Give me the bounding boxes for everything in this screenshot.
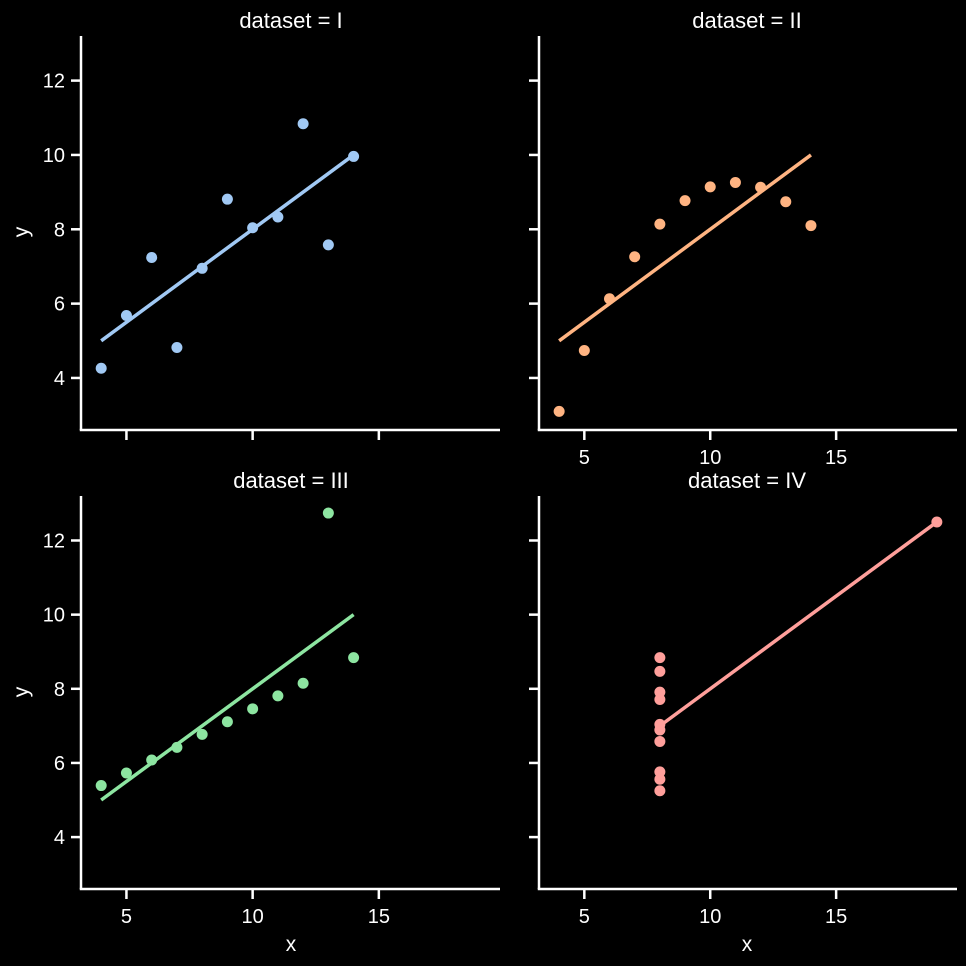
data-point	[654, 686, 666, 698]
y-axis-label: y	[10, 686, 33, 697]
x-tick-label: 5	[121, 906, 132, 928]
data-point	[931, 516, 943, 528]
panel-dataset-i: dataset = I y 4 6 8 10 12	[10, 8, 500, 440]
data-point	[553, 405, 565, 417]
regression-line	[100, 613, 355, 802]
y-tick-label: 6	[54, 294, 65, 316]
data-point	[604, 293, 616, 305]
data-point	[171, 341, 183, 353]
data-point	[755, 181, 767, 193]
x-tick-label: 15	[825, 906, 847, 928]
y-tick-label: 6	[54, 753, 65, 775]
data-point	[120, 767, 132, 779]
data-point	[146, 252, 158, 264]
data-point	[120, 310, 132, 322]
y-tick-label: 12	[43, 71, 65, 93]
data-point	[196, 262, 208, 274]
panel-dataset-iv: dataset = IV x 5 10 15	[529, 468, 957, 956]
data-point	[196, 728, 208, 740]
data-point	[247, 222, 259, 234]
regression-line	[558, 153, 812, 343]
data-point	[95, 362, 107, 374]
data-point	[247, 703, 259, 715]
data-point	[322, 507, 334, 519]
data-point	[297, 677, 309, 689]
panel-title: dataset = IV	[688, 468, 806, 493]
data-point	[654, 652, 666, 664]
panel-marks: 5 10 15	[529, 496, 957, 928]
panel-title: dataset = III	[233, 468, 349, 493]
data-point	[272, 690, 284, 702]
data-point	[297, 118, 309, 130]
data-point	[171, 741, 183, 753]
data-point	[654, 724, 666, 736]
y-axis-label: y	[10, 226, 33, 237]
y-tick-label: 12	[43, 530, 65, 552]
x-tick-label: 5	[579, 447, 590, 469]
data-point	[654, 665, 666, 677]
x-tick-label: 5	[579, 906, 590, 928]
data-point	[729, 176, 741, 188]
y-tick-label: 10	[43, 145, 65, 167]
data-point	[348, 150, 360, 162]
data-point	[578, 344, 590, 356]
panel-dataset-iii: dataset = III y x 4 6 8 10 12 5 10 15	[10, 468, 500, 956]
data-point	[95, 780, 107, 792]
x-axis-label: x	[742, 933, 753, 956]
panel-title: dataset = II	[692, 8, 801, 33]
data-point	[654, 218, 666, 230]
y-tick-label: 8	[54, 219, 65, 241]
data-point	[348, 652, 360, 664]
x-tick-label: 10	[242, 906, 264, 928]
data-point	[221, 193, 233, 205]
panel-marks: 5 10 15	[529, 36, 957, 469]
panel-marks: 4 6 8 10 12	[43, 36, 500, 440]
data-point	[654, 773, 666, 785]
y-tick-label: 4	[54, 827, 65, 849]
x-tick-label: 15	[825, 447, 847, 469]
x-tick-label: 15	[368, 906, 390, 928]
panel-marks: 4 6 8 10 12 5 10 15	[43, 496, 500, 928]
data-point	[322, 239, 334, 251]
data-point	[679, 195, 691, 207]
x-tick-label: 10	[699, 447, 721, 469]
data-point	[654, 735, 666, 747]
x-axis-label: x	[286, 933, 297, 956]
y-tick-label: 10	[43, 605, 65, 627]
y-tick-label: 8	[54, 679, 65, 701]
data-point	[704, 181, 716, 193]
data-point	[654, 785, 666, 797]
x-tick-label: 10	[699, 906, 721, 928]
regression-line	[100, 153, 355, 343]
data-point	[629, 251, 641, 263]
data-point	[272, 211, 284, 223]
data-point	[221, 716, 233, 728]
panel-title: dataset = I	[239, 8, 342, 33]
regression-line	[658, 520, 938, 728]
data-point	[805, 220, 817, 232]
data-point	[780, 196, 792, 208]
y-tick-label: 4	[54, 368, 65, 390]
panel-dataset-ii: dataset = II 5 10 15	[529, 8, 957, 469]
data-point	[146, 754, 158, 766]
